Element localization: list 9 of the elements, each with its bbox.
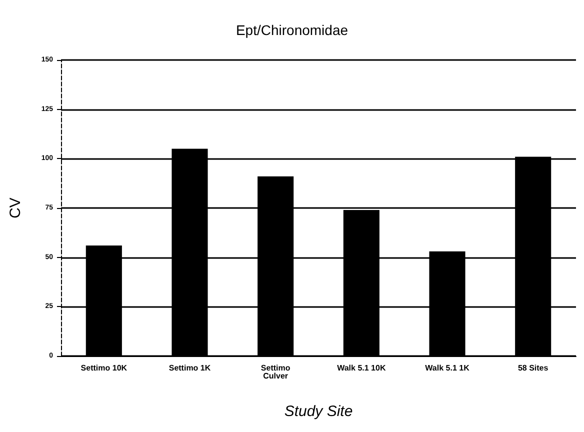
- x-tick-label: Settimo 1K: [168, 364, 211, 372]
- x-tick-label: Settimo Culver: [260, 364, 290, 380]
- y-axis-title: CV: [7, 198, 24, 218]
- x-tick-label: 58 Sites: [518, 364, 549, 372]
- x-tick-label: Walk 5.1 1K: [425, 364, 470, 372]
- x-axis-title: Study Site: [284, 403, 353, 420]
- chart-title: Ept/Chironomidae: [236, 22, 348, 38]
- x-tick-label: Settimo 10K: [80, 364, 128, 372]
- x-tick-label: Walk 5.1 10K: [337, 364, 386, 372]
